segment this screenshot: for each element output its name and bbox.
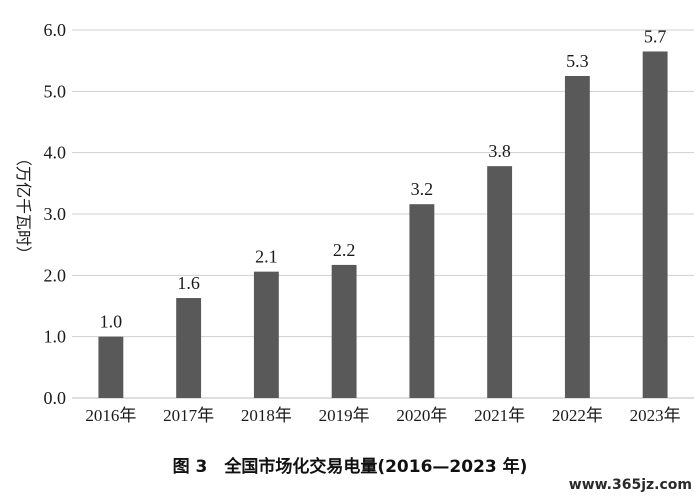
x-tick-label: 2023年 (630, 406, 681, 425)
x-tick-label: 2022年 (552, 406, 603, 425)
x-tick-label: 2018年 (241, 406, 292, 425)
figure-caption: 图 3 全国市场化交易电量(2016—2023 年) (172, 457, 528, 477)
bar-data-label: 2.2 (333, 240, 356, 260)
bar (331, 264, 357, 398)
bar-data-label: 2.1 (255, 247, 278, 267)
bar-data-label: 1.6 (177, 273, 200, 293)
x-tick-label: 2021年 (474, 406, 525, 425)
bar (409, 204, 435, 398)
chart-svg: 0.0 1.0 2.0 3.0 4.0 5.0 6.0 1.0 2016年 1.6 2017年 2.1… (14, 20, 694, 425)
bar (176, 298, 202, 398)
bar (487, 166, 513, 398)
x-tick-label: 2017年 (163, 406, 214, 425)
bar-data-label: 3.8 (488, 141, 511, 161)
x-tick-label: 2019年 (319, 406, 370, 425)
x-tick-label: 2016年 (85, 406, 136, 425)
y-tick-label: 3.0 (44, 204, 67, 224)
bar-data-label: 5.3 (566, 51, 589, 71)
bar (253, 271, 279, 398)
y-tick-label: 0.0 (44, 388, 67, 408)
y-tick-label: 4.0 (44, 143, 67, 163)
y-tick-label: 5.0 (44, 81, 67, 101)
bar-data-label: 5.7 (644, 26, 667, 46)
bar-data-label: 1.0 (100, 312, 123, 332)
bar-data-label: 3.2 (411, 179, 434, 199)
y-tick-label: 2.0 (44, 265, 67, 285)
watermark-text: www.365jz.com (568, 477, 692, 493)
y-tick-label: 1.0 (44, 327, 67, 347)
bar (642, 51, 668, 398)
y-tick-label: 6.0 (44, 20, 67, 40)
bar (98, 336, 124, 398)
x-tick-label: 2020年 (396, 406, 447, 425)
bar (564, 76, 590, 398)
y-axis-label: （万亿千瓦时） (14, 150, 32, 262)
